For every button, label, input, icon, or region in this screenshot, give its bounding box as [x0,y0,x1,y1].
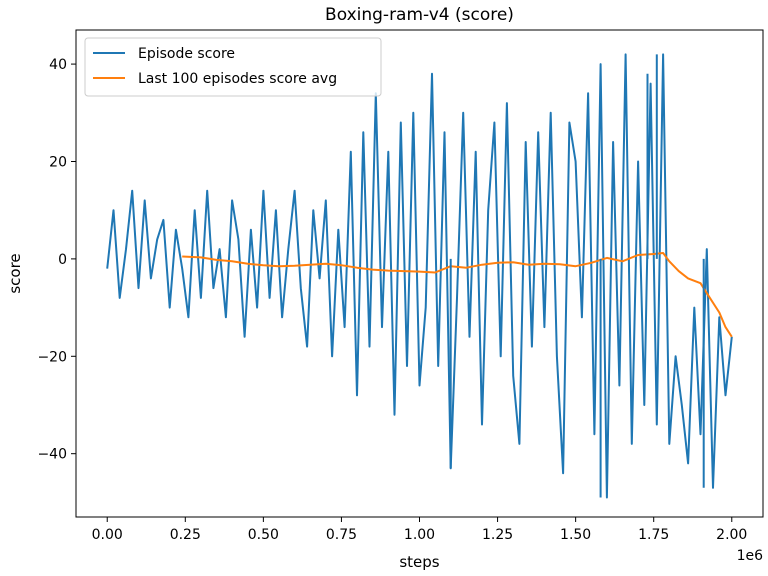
x-tick-label: 1.50 [560,527,591,543]
plot-frame [75,29,764,518]
legend-label-avg-score: Last 100 episodes score avg [138,71,337,87]
series-layer [106,53,733,499]
y-tick-label: 0 [58,252,67,268]
x-tick-label: 1.25 [482,527,513,543]
x-tick-label: 0.25 [170,527,201,543]
x-offset-label: 1e6 [737,548,764,564]
x-axis-label: steps [399,553,439,571]
series-line-avg-score [182,252,733,338]
x-tick-label: 0.00 [92,527,123,543]
legend-box [84,37,382,97]
chart-title: Boxing-ram-v4 (score) [325,5,514,25]
series-line-episode-score [106,53,733,499]
x-tick-label: 0.75 [326,527,357,543]
y-tick-label: 40 [49,57,67,73]
x-tick-label: 1.75 [638,527,669,543]
x-tick-label: 1.00 [404,527,435,543]
ticks-layer: 0.00 0.25 0.50 0.75 1.00 1.25 1.50 1.75 2.00 −40 −… [37,57,747,543]
y-axis-label: score [6,253,24,293]
y-tick-label: 20 [49,154,67,170]
y-tick-label: −20 [37,349,67,365]
legend-label-episode-score: Episode score [138,46,235,62]
x-tick-label: 0.50 [248,527,279,543]
legend: Episode score Last 100 episodes score av… [84,37,382,97]
x-tick-label: 2.00 [716,527,747,543]
y-tick-label: −40 [37,447,67,463]
